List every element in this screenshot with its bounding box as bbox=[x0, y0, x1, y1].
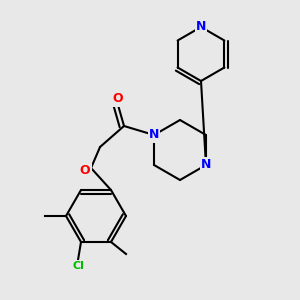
Text: N: N bbox=[149, 128, 159, 142]
Text: Cl: Cl bbox=[72, 261, 84, 271]
Text: O: O bbox=[113, 92, 123, 106]
Text: N: N bbox=[196, 20, 206, 34]
Text: O: O bbox=[80, 164, 90, 178]
Text: N: N bbox=[201, 158, 211, 172]
